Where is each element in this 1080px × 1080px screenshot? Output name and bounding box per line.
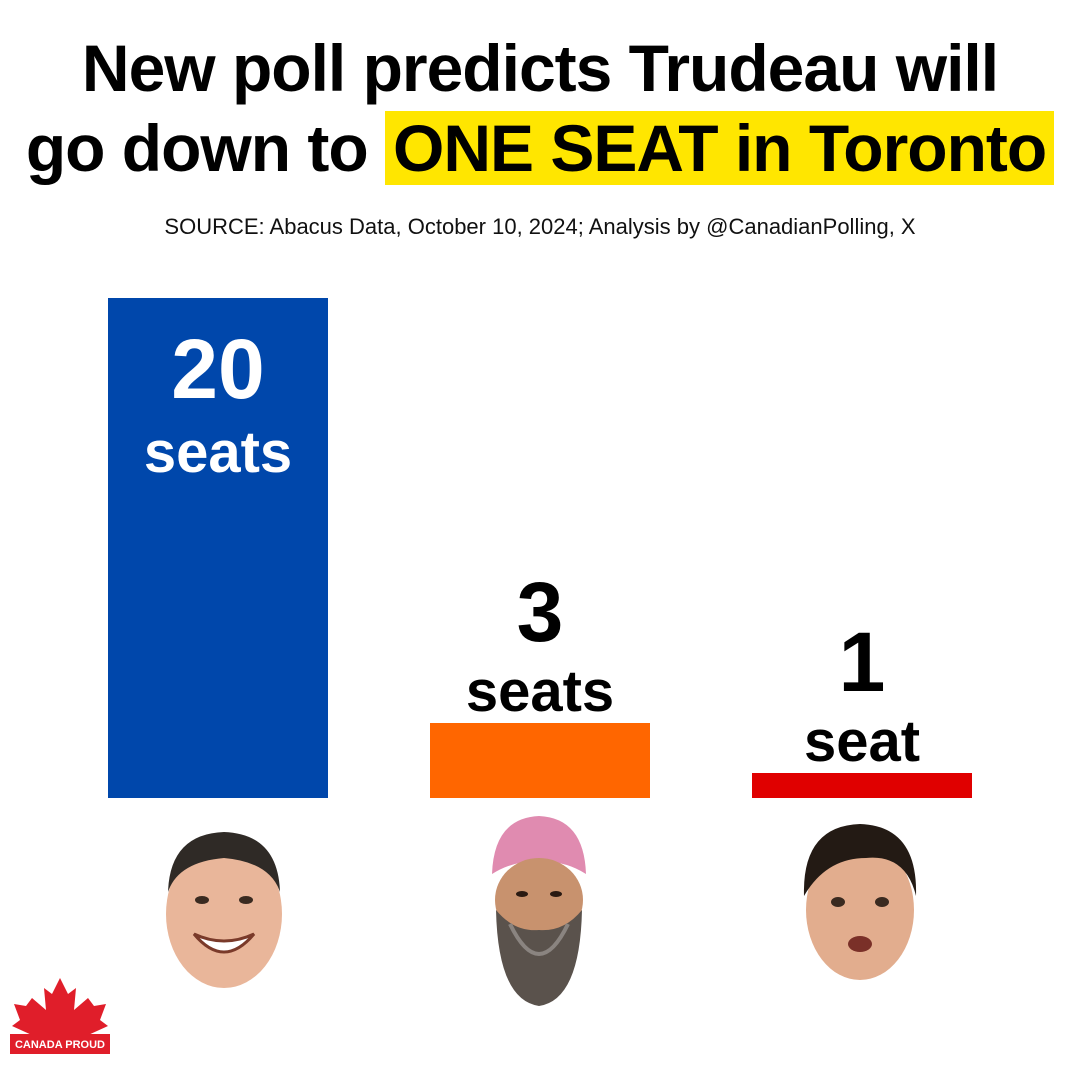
headline-line-2: go down to ONE SEAT in Toronto xyxy=(0,108,1080,188)
headline-line-2-prefix: go down to xyxy=(25,111,386,185)
canada-proud-maple-leaf-logo: CANADA PROUD xyxy=(10,978,110,1054)
bar-2-value-label: 3 xyxy=(517,565,564,659)
bar-2-unit-label: seats xyxy=(466,659,614,724)
source-note: SOURCE: Abacus Data, October 10, 2024; A… xyxy=(164,214,916,239)
conservative-leader-photo-icon xyxy=(166,832,282,988)
bar-1-unit-label: seats xyxy=(144,420,292,485)
bar-1 xyxy=(108,298,328,798)
bar-1-value-label: 20 xyxy=(171,322,264,416)
liberal-leader-photo-icon xyxy=(803,824,917,980)
bar-3 xyxy=(752,773,972,798)
headline-highlight: ONE SEAT in Toronto xyxy=(385,111,1055,185)
ndp-leader-photo-icon xyxy=(492,816,586,1006)
headline-line-1: New poll predicts Trudeau will xyxy=(81,31,999,105)
bar-3-value-label: 1 xyxy=(839,615,886,709)
logo-text: CANADA PROUD xyxy=(15,1039,105,1051)
bar-3-unit-label: seat xyxy=(804,709,920,774)
headline: New poll predicts Trudeau will go down t… xyxy=(0,28,1080,188)
bar-2 xyxy=(430,723,650,798)
